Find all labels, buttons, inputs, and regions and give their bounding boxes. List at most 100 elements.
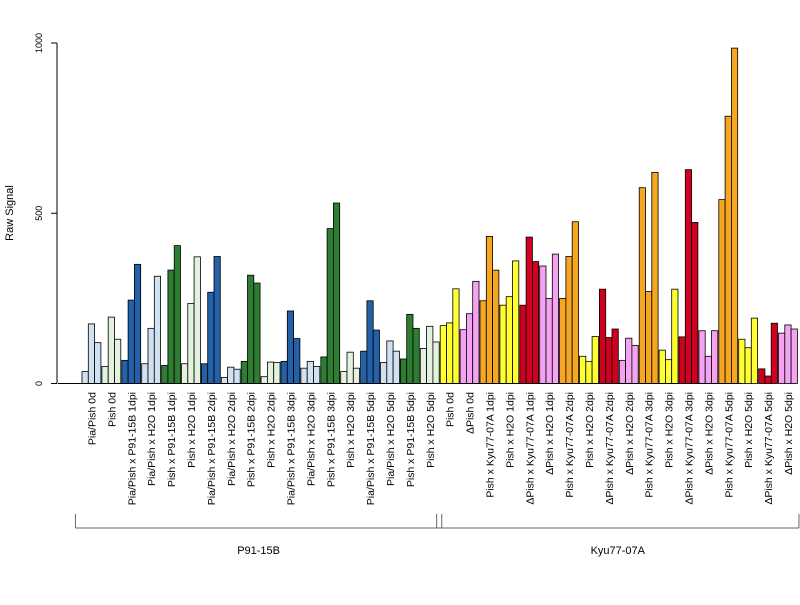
x-tick-label: Pia/Pish 0d	[86, 392, 98, 445]
bar	[366, 300, 374, 384]
bar	[559, 297, 567, 384]
bar	[738, 338, 746, 384]
x-tick-label: ΔPish x Kyu77-07A 1dpi	[524, 392, 536, 505]
bar	[519, 304, 527, 384]
bar	[220, 376, 229, 384]
bar	[499, 304, 507, 384]
bar	[465, 313, 474, 384]
bar	[141, 363, 149, 384]
bar	[372, 329, 380, 384]
x-tick-label: Pish x P91-15B 3dpi	[325, 392, 337, 487]
x-tick-label: Pia/Pish x H2O 1dpi	[146, 392, 158, 486]
bar	[718, 199, 726, 384]
bar	[247, 274, 255, 384]
x-tick-label: Pia/Pish x H2O 5dpi	[385, 392, 397, 486]
bar	[599, 288, 607, 384]
bar	[260, 376, 268, 384]
x-tick-label: Pish x H2O 1dpi	[186, 392, 198, 468]
bar	[611, 328, 619, 384]
bar	[286, 310, 294, 384]
bar	[545, 297, 553, 384]
bar	[485, 236, 493, 384]
bar	[764, 375, 772, 384]
x-tick-label: Pish x P91-15B 1dpi	[166, 392, 178, 487]
bar	[539, 265, 547, 384]
bar	[671, 288, 679, 384]
x-tick-label: Pish x H2O 5dpi	[425, 392, 437, 468]
bar	[240, 360, 248, 384]
bar	[446, 322, 454, 384]
bar	[227, 366, 235, 384]
group-brackets: P91-15B Kyu77-07A	[74, 514, 800, 557]
bar	[678, 336, 686, 384]
bar	[492, 269, 500, 384]
bar	[161, 365, 169, 384]
bar	[332, 202, 341, 384]
bar	[459, 329, 467, 384]
bar	[207, 291, 215, 384]
bar	[665, 359, 673, 384]
bar	[101, 366, 109, 384]
x-tick-label: Pish x H2O 5dpi	[743, 392, 755, 468]
y-axis: 0 500 1000	[34, 33, 58, 386]
x-tick-label: ΔPish x H2O 5dpi	[783, 392, 795, 475]
bar	[399, 358, 408, 384]
bar	[193, 256, 201, 384]
bar	[81, 371, 89, 384]
bar	[406, 313, 414, 384]
bar	[114, 338, 122, 384]
bar	[352, 367, 360, 384]
bar	[472, 280, 480, 384]
x-tick-label: ΔPish x Kyu77-07A 5dpi	[763, 392, 775, 505]
x-tick-label: Pish x H2O 3dpi	[345, 392, 357, 468]
bar	[213, 256, 221, 384]
x-tick-label: ΔPish x H2O 2dpi	[624, 392, 636, 475]
x-tick-label: Pish x H2O 3dpi	[664, 392, 676, 468]
bar	[107, 316, 115, 384]
x-tick-label: ΔPish x H2O 1dpi	[544, 392, 556, 475]
bar	[127, 299, 135, 384]
bar	[645, 291, 653, 384]
x-tick-label: Pia/Pish x H2O 2dpi	[226, 392, 238, 486]
bar	[585, 360, 593, 384]
x-tick-label: Pish x H2O 1dpi	[504, 392, 516, 468]
bar	[704, 355, 712, 384]
bar	[386, 340, 394, 384]
bar	[565, 256, 573, 384]
bar	[200, 363, 209, 384]
bar	[591, 336, 599, 384]
bar	[340, 371, 348, 384]
bar	[187, 303, 195, 384]
bar	[651, 171, 659, 384]
bar	[551, 253, 559, 384]
bar	[750, 317, 758, 384]
bar	[605, 337, 613, 384]
bar	[233, 368, 241, 384]
bar	[380, 361, 388, 384]
bar	[273, 361, 281, 384]
bar	[133, 263, 142, 384]
bar	[266, 361, 275, 384]
bar	[790, 328, 798, 384]
x-tick-label: ΔPish x H2O 3dpi	[703, 392, 715, 475]
x-tick-label: Pia/Pish x P91-15B 5dpi	[365, 392, 377, 505]
bar	[432, 341, 440, 384]
bar	[784, 324, 792, 384]
x-tick-label: Pish x H2O 2dpi	[266, 392, 278, 468]
x-tick-label: Pish x H2O 2dpi	[584, 392, 596, 468]
bar	[87, 323, 96, 384]
bar	[479, 300, 487, 384]
bar	[452, 288, 460, 384]
bar	[684, 169, 692, 384]
x-tick-label: Pish x Kyu77-07A 5dpi	[723, 392, 735, 498]
bar	[153, 275, 162, 384]
y-tick-label: 500	[34, 206, 44, 221]
bar	[631, 344, 639, 384]
bar	[167, 269, 175, 384]
bar	[392, 350, 400, 384]
bar	[426, 325, 434, 384]
bar	[691, 222, 699, 384]
x-tick-label: ΔPish x Kyu77-07A 3dpi	[683, 392, 695, 505]
group-label: Kyu77-07A	[591, 545, 646, 557]
